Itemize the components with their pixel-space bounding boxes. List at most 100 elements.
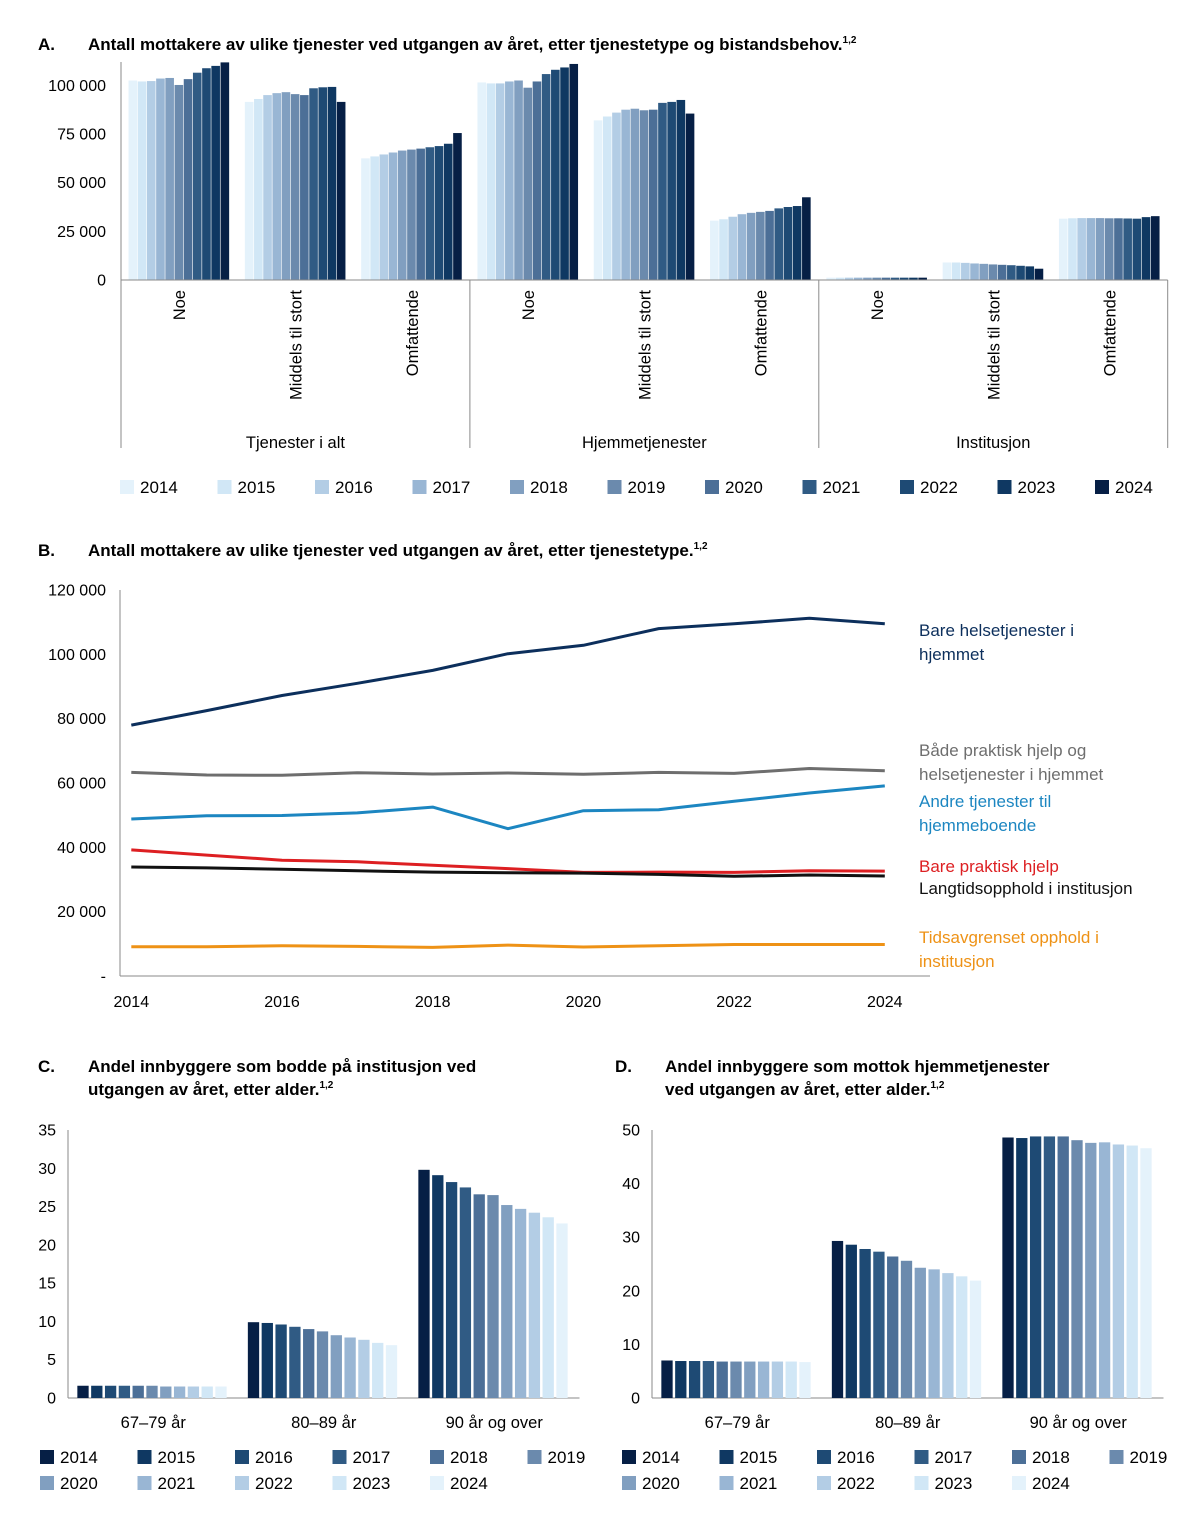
chart-title-text: Andel innbyggere som bodde på institusjo… — [88, 1057, 476, 1076]
bar-2018 — [514, 80, 523, 280]
bar-2021 — [541, 74, 551, 280]
legend-swatch-2023 — [332, 1476, 347, 1490]
category-Tjenester i alt-Noe: Noe — [128, 62, 230, 320]
bar-2023 — [560, 67, 569, 280]
legend-swatch-2023 — [997, 480, 1012, 494]
bar-2018 — [979, 263, 989, 280]
bar-2014 — [77, 1385, 89, 1398]
bar-2022 — [434, 146, 444, 280]
legend-label-2018: 2018 — [1032, 1448, 1070, 1467]
panel-d-chart: D. Andel innbyggere som mottok hjemmetjen… — [615, 1057, 1167, 1493]
legend-swatch-2018 — [430, 1450, 444, 1464]
bar-2021 — [192, 72, 202, 281]
y-tick-label: 0 — [631, 1391, 640, 1408]
chart-title-superscript: 1,2 — [319, 1080, 333, 1091]
bar-2014 — [831, 1240, 844, 1398]
legend-label-2023: 2023 — [1018, 478, 1056, 497]
legend-swatch-2019 — [527, 1450, 542, 1464]
legend-label-2020: 2020 — [60, 1474, 98, 1493]
category-label: 67–79 år — [121, 1414, 187, 1432]
series-label-andre: hjemmeboende — [919, 816, 1036, 835]
bar-2019 — [988, 264, 998, 280]
bar-2024 — [385, 1345, 398, 1398]
bar-2021 — [1123, 218, 1132, 280]
bar-2015 — [370, 156, 379, 280]
bar-2022 — [202, 68, 211, 280]
series-tidsavgrenset: Tidsavgrenset opphold i institusjon — [131, 928, 1099, 971]
legend-swatch-2017 — [332, 1450, 347, 1464]
bar-2024 — [799, 1362, 811, 1398]
bar-2020 — [1085, 1142, 1097, 1398]
chart-title-text: ved utgangen av året, etter alder. — [665, 1080, 930, 1099]
bar-2021 — [890, 277, 900, 280]
y-tick-label: 20 — [38, 1237, 56, 1254]
y-tick-label: 10 — [38, 1314, 56, 1331]
y-tick-label: 20 — [622, 1283, 640, 1300]
legend-swatch-2020 — [622, 1476, 636, 1490]
bar-2024 — [918, 277, 927, 280]
y-tick-label: 0 — [97, 273, 106, 290]
legend-swatch-2016 — [817, 1450, 831, 1464]
category-label: 80–89 år — [291, 1414, 357, 1432]
bar-2020 — [501, 1205, 513, 1398]
bar-2018 — [473, 1194, 485, 1398]
x-tick-label: 2022 — [716, 994, 752, 1011]
legend-label-2021: 2021 — [158, 1474, 196, 1493]
bar-2015 — [254, 98, 263, 280]
bar-2020 — [416, 148, 425, 280]
bar-2018 — [887, 1256, 899, 1398]
bar-2022 — [1112, 1144, 1125, 1398]
bar-2021 — [757, 1361, 770, 1398]
bar-2023 — [1025, 266, 1035, 280]
bar-2021 — [425, 147, 435, 280]
panel-letter: A. — [38, 35, 55, 54]
category-Institusjon-Omfattende: Omfattende — [1058, 216, 1160, 376]
legend-swatch-2022 — [235, 1476, 249, 1490]
series-begge: Både praktisk hjelp og helsetjenester i h… — [131, 741, 1104, 784]
legend-label-2017: 2017 — [353, 1448, 391, 1467]
legend-label-2022: 2022 — [920, 478, 958, 497]
bar-2024 — [556, 1223, 568, 1398]
bar-2018 — [132, 1385, 144, 1398]
y-tick-label: 20 000 — [57, 904, 106, 921]
legend-label-2020: 2020 — [725, 478, 763, 497]
bar-2023 — [372, 1342, 384, 1398]
legend-label-2017: 2017 — [935, 1448, 973, 1467]
y-tick-label: 100 000 — [48, 78, 106, 95]
bar-2017 — [289, 1326, 301, 1398]
legend-label-2014: 2014 — [60, 1448, 98, 1467]
bar-2023 — [956, 1276, 968, 1398]
bar-2019 — [146, 1385, 158, 1398]
bar-2024 — [220, 62, 230, 281]
series-praktisk: Bare praktisk hjelp — [131, 848, 1059, 876]
category-label: Omfattende — [753, 290, 771, 376]
chart-title-superscript: 1,2 — [694, 541, 708, 552]
series-label-bare_helse: Bare helsetjenester i — [919, 621, 1074, 640]
series-label-begge: Både praktisk hjelp og — [919, 741, 1086, 760]
legend-label-2024: 2024 — [450, 1474, 488, 1493]
legend-label-2015: 2015 — [740, 1448, 778, 1467]
y-tick-label: 35 — [38, 1123, 56, 1140]
bar-2022 — [551, 69, 560, 281]
bar-2023 — [211, 65, 220, 281]
group-label: Hjemmetjenester — [582, 434, 707, 452]
bar-2017 — [737, 214, 747, 280]
chart-title: Antall mottakere av ulike tjenester ved … — [88, 541, 708, 560]
y-tick-label: - — [101, 969, 106, 986]
bar-2021 — [309, 88, 318, 280]
bar-2018 — [716, 1361, 728, 1398]
bar-2022 — [318, 87, 328, 280]
bar-2016 — [445, 1182, 458, 1398]
x-tick-label: 2016 — [264, 994, 300, 1011]
bar-2014 — [826, 277, 835, 280]
bar-2019 — [756, 211, 765, 280]
y-tick-label: 40 — [622, 1176, 640, 1193]
y-tick-label: 75 000 — [57, 127, 106, 144]
bar-2022 — [667, 101, 676, 280]
bar-2015 — [951, 262, 961, 280]
bar-2022 — [187, 1386, 200, 1398]
bar-2015 — [675, 1361, 687, 1398]
bar-2017 — [459, 1187, 472, 1398]
bar-2021 — [514, 1208, 527, 1398]
legend-swatch-2024 — [430, 1476, 444, 1490]
